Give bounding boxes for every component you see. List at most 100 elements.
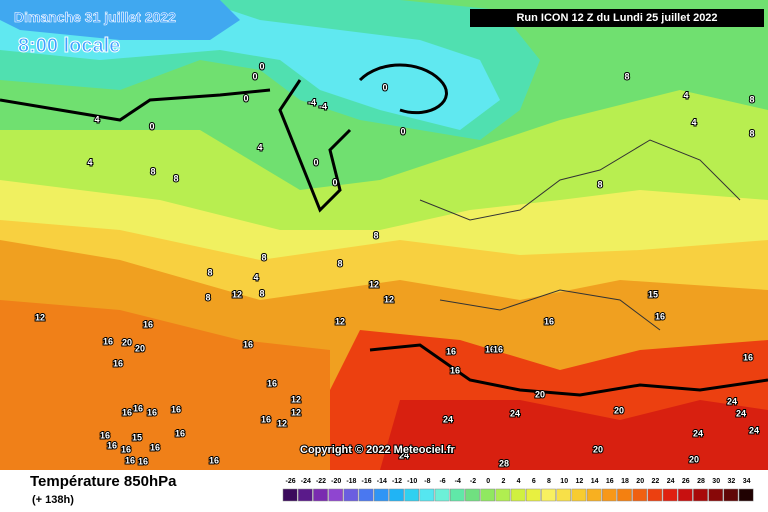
contour-label: 24 <box>399 450 409 460</box>
contour-label: 12 <box>369 279 379 289</box>
contour-label: 4 <box>87 157 92 167</box>
contour-label: 4 <box>257 142 262 152</box>
contour-label: 4 <box>94 114 99 124</box>
contour-label: 16 <box>243 339 253 349</box>
colorbar-swatch <box>647 488 663 502</box>
colorbar-swatch <box>677 488 693 502</box>
contour-label: 16 <box>655 311 665 321</box>
contour-label: 16 <box>493 344 503 354</box>
colorbar-tick: 26 <box>682 478 690 485</box>
contour-label: 16 <box>100 430 110 440</box>
contour-label: 12 <box>277 418 287 428</box>
forecast-time: 8:00 locale <box>18 35 120 57</box>
contour-label: 24 <box>736 408 746 418</box>
colorbar-swatch <box>571 488 587 502</box>
colorbar-swatch <box>480 488 496 502</box>
colorbar-tick: 34 <box>743 478 751 485</box>
contour-label: 24 <box>510 408 520 418</box>
contour-label: 16 <box>107 440 117 450</box>
contour-label: 16 <box>261 414 271 424</box>
contour-label: 16 <box>133 403 143 413</box>
colorbar-tick: -12 <box>392 478 402 485</box>
contour-label: 20 <box>593 444 603 454</box>
colorbar-tick: -4 <box>455 478 461 485</box>
contour-label: 16 <box>171 404 181 414</box>
colorbar-swatch <box>313 488 328 502</box>
contour-label: 12 <box>291 394 301 404</box>
colorbar-swatch <box>434 488 450 502</box>
colorbar-swatch <box>723 488 739 502</box>
contour-label: -4 <box>308 97 316 107</box>
run-info: Run ICON 12 Z du Lundi 25 juillet 2022 <box>516 12 717 24</box>
contour-label: 16 <box>175 428 185 438</box>
field-title: Température 850hPa <box>30 473 177 490</box>
colorbar-swatch <box>693 488 708 502</box>
contour-label: 16 <box>147 407 157 417</box>
contour-label: 16 <box>150 442 160 452</box>
colorbar-swatch <box>510 488 526 502</box>
colorbar-swatch <box>525 488 541 502</box>
colorbar-tick: 10 <box>560 478 568 485</box>
colorbar-swatch <box>708 488 724 502</box>
colorbar-swatch <box>662 488 678 502</box>
contour-label: 16 <box>122 407 132 417</box>
contour-label: 8 <box>749 94 754 104</box>
map-background <box>0 0 768 470</box>
colorbar-swatch <box>617 488 632 502</box>
colorbar-tick: 16 <box>606 478 614 485</box>
colorbar-swatch <box>358 488 374 502</box>
contour-label: 24 <box>749 425 759 435</box>
contour-label: 16 <box>103 336 113 346</box>
contour-label: 8 <box>261 252 266 262</box>
colorbar-tick: -10 <box>407 478 417 485</box>
colorbar-swatch <box>404 488 420 502</box>
contour-label: 24 <box>727 396 737 406</box>
contour-label: 16 <box>209 455 219 465</box>
colorbar-tick: 8 <box>547 478 551 485</box>
contour-label: 8 <box>373 230 378 240</box>
colorbar-tick: 2 <box>501 478 505 485</box>
colorbar-swatch <box>282 488 298 502</box>
contour-label: 8 <box>749 128 754 138</box>
contour-label: 20 <box>535 389 545 399</box>
contour-label: 4 <box>253 272 258 282</box>
contour-label: 28 <box>499 458 509 468</box>
colorbar-swatch <box>297 488 313 502</box>
contour-label: 8 <box>205 292 210 302</box>
colorbar-tick: 4 <box>517 478 521 485</box>
contour-label: 16 <box>125 455 135 465</box>
contour-label: 8 <box>207 267 212 277</box>
colorbar-swatch <box>556 488 572 502</box>
colorbar-tick: -8 <box>424 478 430 485</box>
colorbar-tick: 30 <box>712 478 720 485</box>
colorbar-swatch <box>601 488 617 502</box>
contour-label: 16 <box>121 444 131 454</box>
contour-label: 8 <box>597 179 602 189</box>
colorbar-tick: 14 <box>591 478 599 485</box>
contour-label: 0 <box>259 61 264 71</box>
colorbar-swatch <box>449 488 465 502</box>
colorbar-swatch <box>343 488 359 502</box>
contour-label: -4 <box>319 101 327 111</box>
contour-label: 20 <box>135 343 145 353</box>
colorbar-swatch <box>541 488 556 502</box>
contour-label: 0 <box>313 157 318 167</box>
colorbar-tick: 32 <box>728 478 736 485</box>
contour-label: 24 <box>693 428 703 438</box>
contour-label: 12 <box>384 294 394 304</box>
forecast-date: Dimanche 31 juillet 2022 <box>14 9 176 25</box>
colorbar-tick: -14 <box>377 478 387 485</box>
contour-label: 12 <box>291 407 301 417</box>
contour-label: 16 <box>743 352 753 362</box>
contour-label: 8 <box>150 166 155 176</box>
colorbar-tick: -20 <box>331 478 341 485</box>
contour-label: 16 <box>138 456 148 466</box>
colorbar-tick: 22 <box>652 478 660 485</box>
contour-label: 8 <box>624 71 629 81</box>
colorbar-tick: -18 <box>346 478 356 485</box>
contour-label: 0 <box>243 93 248 103</box>
copyright: Copyright © 2022 Meteociel.fr <box>300 444 456 456</box>
colorbar-tick: -22 <box>316 478 326 485</box>
